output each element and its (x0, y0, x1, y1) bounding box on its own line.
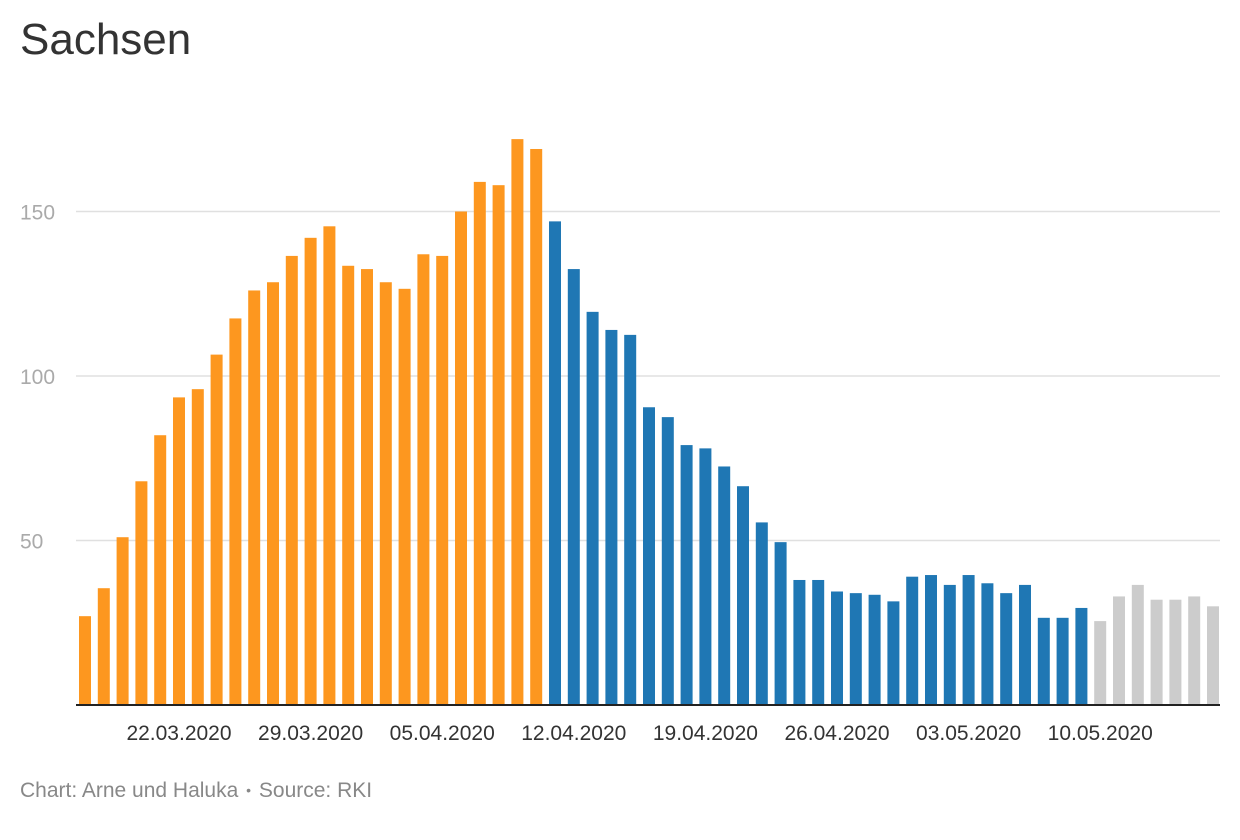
bar (361, 269, 373, 705)
x-tick-label: 05.04.2020 (390, 722, 495, 745)
bar (417, 254, 430, 705)
bar (154, 435, 167, 705)
bar (248, 290, 261, 705)
credit-text: Chart: Arne und Haluka (20, 779, 239, 802)
bar (868, 594, 881, 705)
bar (549, 221, 561, 705)
bar (323, 226, 336, 705)
bar (831, 591, 843, 705)
bar (210, 354, 223, 705)
x-tick-label: 19.04.2020 (653, 722, 758, 745)
bar (455, 211, 467, 705)
bar (1056, 617, 1069, 705)
bar (530, 148, 543, 706)
x-tick-label: 29.03.2020 (258, 722, 363, 745)
bar (191, 389, 204, 705)
bar (173, 397, 185, 705)
bar (887, 601, 900, 705)
bar (718, 466, 731, 705)
bar (1169, 599, 1182, 705)
separator-dot: • (246, 782, 252, 798)
y-tick-label: 50 (20, 531, 43, 554)
bar (567, 269, 580, 705)
x-tick-label: 12.04.2020 (521, 722, 626, 745)
bar (1113, 596, 1125, 705)
x-tick-label: 22.03.2020 (126, 722, 231, 745)
bar (925, 575, 937, 705)
bar (849, 593, 862, 705)
bar (943, 584, 956, 705)
bar (492, 185, 505, 705)
bar (793, 579, 806, 705)
bar (511, 139, 524, 705)
bar (605, 329, 618, 705)
bar (97, 588, 110, 705)
bar (906, 576, 919, 705)
bar (436, 255, 449, 706)
bar (755, 522, 768, 705)
bar (1037, 617, 1050, 705)
y-tick-label: 150 (20, 202, 55, 225)
bar (79, 616, 91, 705)
bar (981, 583, 994, 705)
bar (680, 445, 693, 705)
bar (774, 542, 787, 705)
bar (586, 311, 599, 705)
bar (1188, 596, 1201, 705)
bar (699, 448, 712, 705)
bar (342, 265, 355, 705)
bar (379, 282, 392, 705)
x-tick-label: 10.05.2020 (1048, 722, 1153, 745)
chart-title: Sachsen (20, 15, 192, 64)
source-text: Source: RKI (258, 779, 373, 802)
bar (1019, 584, 1031, 705)
bar (116, 537, 129, 705)
bar (398, 288, 411, 705)
bar (643, 407, 655, 705)
bar (812, 579, 825, 705)
y-tick-label: 100 (20, 366, 55, 389)
bar (285, 255, 298, 706)
bar (962, 575, 975, 705)
bar (1075, 607, 1088, 705)
bar (1207, 606, 1219, 705)
bar (1131, 584, 1144, 705)
bar (267, 282, 279, 705)
bar (1000, 593, 1013, 705)
bar (229, 318, 242, 705)
bar (1094, 621, 1107, 705)
bar (1150, 599, 1163, 705)
bar (473, 181, 486, 705)
bar (624, 334, 637, 705)
x-tick-label: 03.05.2020 (916, 722, 1021, 745)
bar (661, 417, 674, 705)
bar (135, 481, 148, 705)
bar (304, 237, 317, 705)
bar (737, 486, 749, 705)
x-tick-label: 26.04.2020 (784, 722, 889, 745)
chart-footer: Chart: Arne und Haluka • Source: RKI (20, 779, 372, 803)
